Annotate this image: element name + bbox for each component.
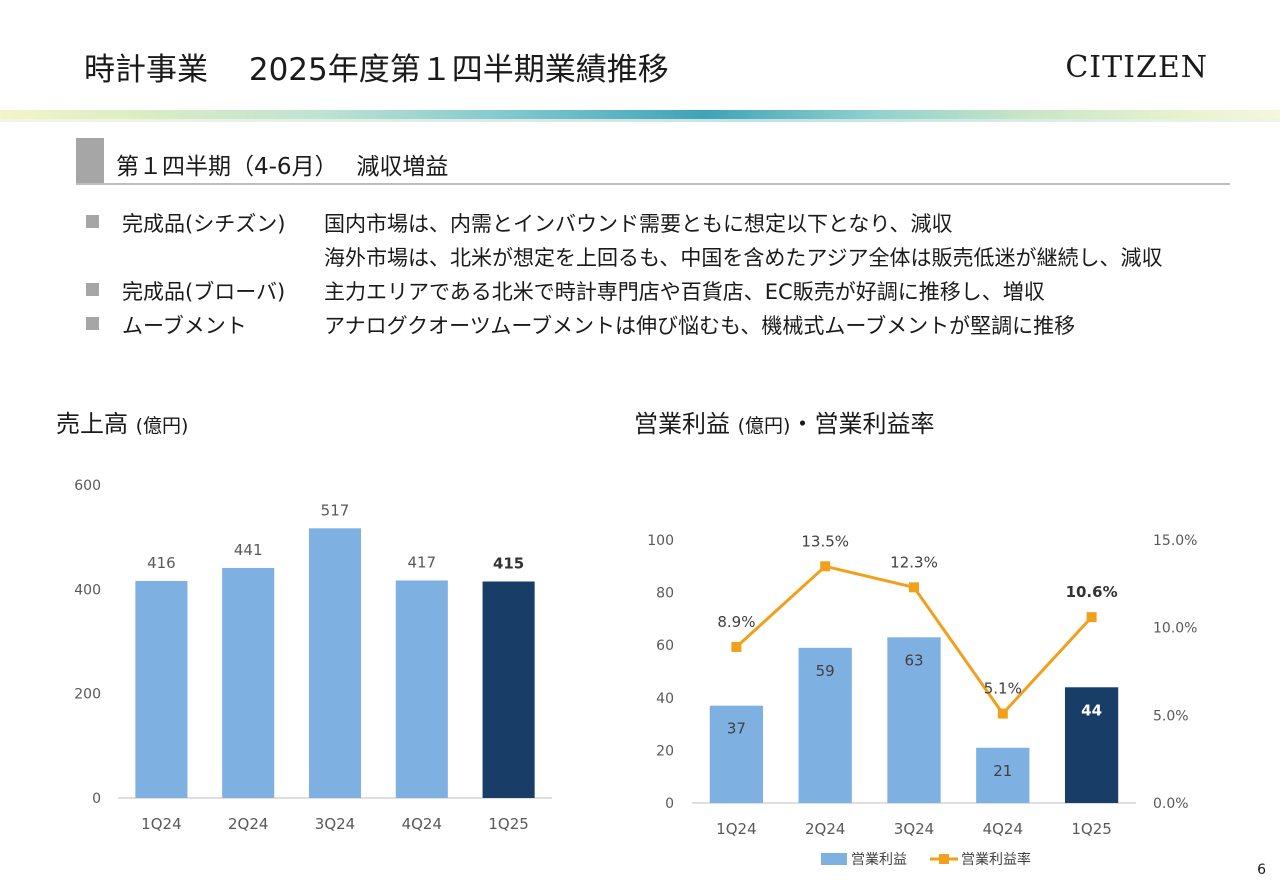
y-tick-label: 100	[647, 533, 674, 549]
bullet-text: 国内市場は、内需とインバウンド需要ともに想定以下となり、減収	[324, 212, 953, 236]
margin-data-label: 5.1%	[984, 680, 1022, 698]
margin-marker	[820, 561, 831, 572]
legend-bar-label: 営業利益	[851, 852, 907, 868]
x-tick-label: 1Q24	[716, 820, 756, 838]
sales-bar-chart: 0 200 400 600 416 1Q24 441 2Q24 517 3Q24 417 4Q24 41…	[74, 478, 552, 833]
x-tick-label: 3Q24	[894, 820, 934, 838]
section-title: 第１四半期（4-6月） 減収増益	[116, 154, 449, 180]
y-tick-label: 60	[656, 638, 674, 654]
bar-data-label: 21	[993, 762, 1012, 780]
bar-data-label: 59	[816, 662, 835, 680]
bar	[395, 580, 448, 798]
data-label: 441	[234, 541, 263, 559]
x-tick-label: 2Q24	[805, 820, 845, 838]
y2-tick-label: 0.0%	[1153, 796, 1189, 812]
bar	[308, 528, 362, 798]
data-label: 417	[407, 553, 436, 571]
x-tick-label: 4Q24	[983, 820, 1023, 838]
decorative-band-lower	[0, 119, 1280, 122]
profit-bar	[887, 637, 941, 803]
sales-chart-unit: (億円)	[135, 415, 189, 437]
profit-chart-title-text: 営業利益	[634, 410, 730, 438]
profit-bar	[976, 747, 1030, 803]
profit-bar	[798, 647, 852, 803]
y-tick-label: 0	[665, 796, 674, 812]
section-marker	[76, 138, 104, 183]
y-tick-label: 0	[92, 791, 101, 807]
bullet-category: 完成品(ブローバ)	[122, 280, 286, 304]
x-tick-label: 4Q24	[402, 815, 442, 833]
y2-tick-label: 5.0%	[1153, 708, 1189, 724]
sales-chart-title-text: 売上高	[56, 410, 128, 438]
bullet-category: ムーブメント	[122, 314, 247, 338]
bar-data-label: 37	[727, 720, 746, 738]
y-tick-label: 600	[74, 478, 101, 494]
x-tick-label: 3Q24	[315, 815, 355, 833]
margin-data-label: 8.9%	[717, 613, 755, 631]
profit-chart-title-suffix: ・営業利益率	[790, 410, 935, 438]
data-label: 416	[147, 554, 176, 572]
y-tick-label: 200	[74, 687, 101, 703]
margin-marker	[909, 582, 919, 593]
margin-marker	[1086, 612, 1097, 623]
x-tick-label: 1Q25	[488, 815, 528, 833]
bar	[222, 567, 275, 798]
decorative-band	[0, 110, 1280, 119]
legend-line-marker	[939, 854, 949, 864]
profit-chart-title: 営業利益 (億円)・営業利益率	[634, 404, 934, 439]
margin-marker	[731, 641, 742, 652]
y-tick-label: 20	[656, 743, 674, 759]
y2-tick-label: 15.0%	[1153, 533, 1197, 549]
page-title: 時計事業 2025年度第１四半期業績推移	[84, 52, 669, 88]
margin-data-label: 13.5%	[801, 532, 849, 550]
bar	[135, 580, 188, 798]
x-tick-label: 1Q24	[141, 815, 181, 833]
page-number: 6	[1257, 862, 1266, 878]
profit-bar	[1064, 687, 1119, 803]
sales-chart-title: 売上高 (億円)	[56, 404, 188, 439]
data-label: 415	[493, 555, 524, 573]
bar	[482, 581, 535, 798]
legend-bar-swatch	[821, 853, 847, 865]
profit-combo-chart: 0 20 40 60 80 100 0.0% 5.0% 10.0% 15.0% 37 1Q24 59 2Q…	[647, 532, 1197, 868]
y-tick-label: 40	[656, 691, 674, 707]
bullet-square-icon	[86, 215, 99, 228]
profit-chart-unit: (億円)	[737, 415, 791, 437]
legend-line-label: 営業利益率	[961, 851, 1031, 868]
section-header: 第１四半期（4-6月） 減収増益	[76, 138, 1230, 185]
bullet-category: 完成品(シチズン)	[122, 212, 286, 236]
x-tick-label: 2Q24	[228, 815, 268, 833]
bullet-text: 海外市場は、北米が想定を上回るも、中国を含めたアジア全体は販売低迷が継続し、減収	[324, 246, 1163, 270]
y-tick-label: 400	[74, 582, 101, 598]
bullet-text: アナログクオーツムーブメントは伸び悩むも、機械式ムーブメントが堅調に推移	[324, 314, 1076, 338]
bar-data-label: 44	[1081, 701, 1102, 719]
margin-data-label: 10.6%	[1066, 583, 1118, 601]
bar-data-label: 63	[904, 651, 923, 669]
x-tick-label: 1Q25	[1071, 820, 1111, 838]
profit-bar	[709, 705, 764, 803]
citizen-logo: CITIZEN	[1065, 50, 1208, 85]
data-label: 517	[321, 501, 350, 519]
y2-tick-label: 10.0%	[1153, 621, 1197, 637]
margin-data-label: 12.3%	[890, 553, 938, 571]
bullet-square-icon	[86, 283, 99, 296]
bullet-text: 主力エリアである北米で時計専門店や百貨店、EC販売が好調に推移し、増収	[324, 280, 1045, 304]
y-tick-label: 80	[656, 586, 674, 602]
margin-marker	[997, 708, 1008, 719]
bullet-square-icon	[86, 317, 99, 330]
